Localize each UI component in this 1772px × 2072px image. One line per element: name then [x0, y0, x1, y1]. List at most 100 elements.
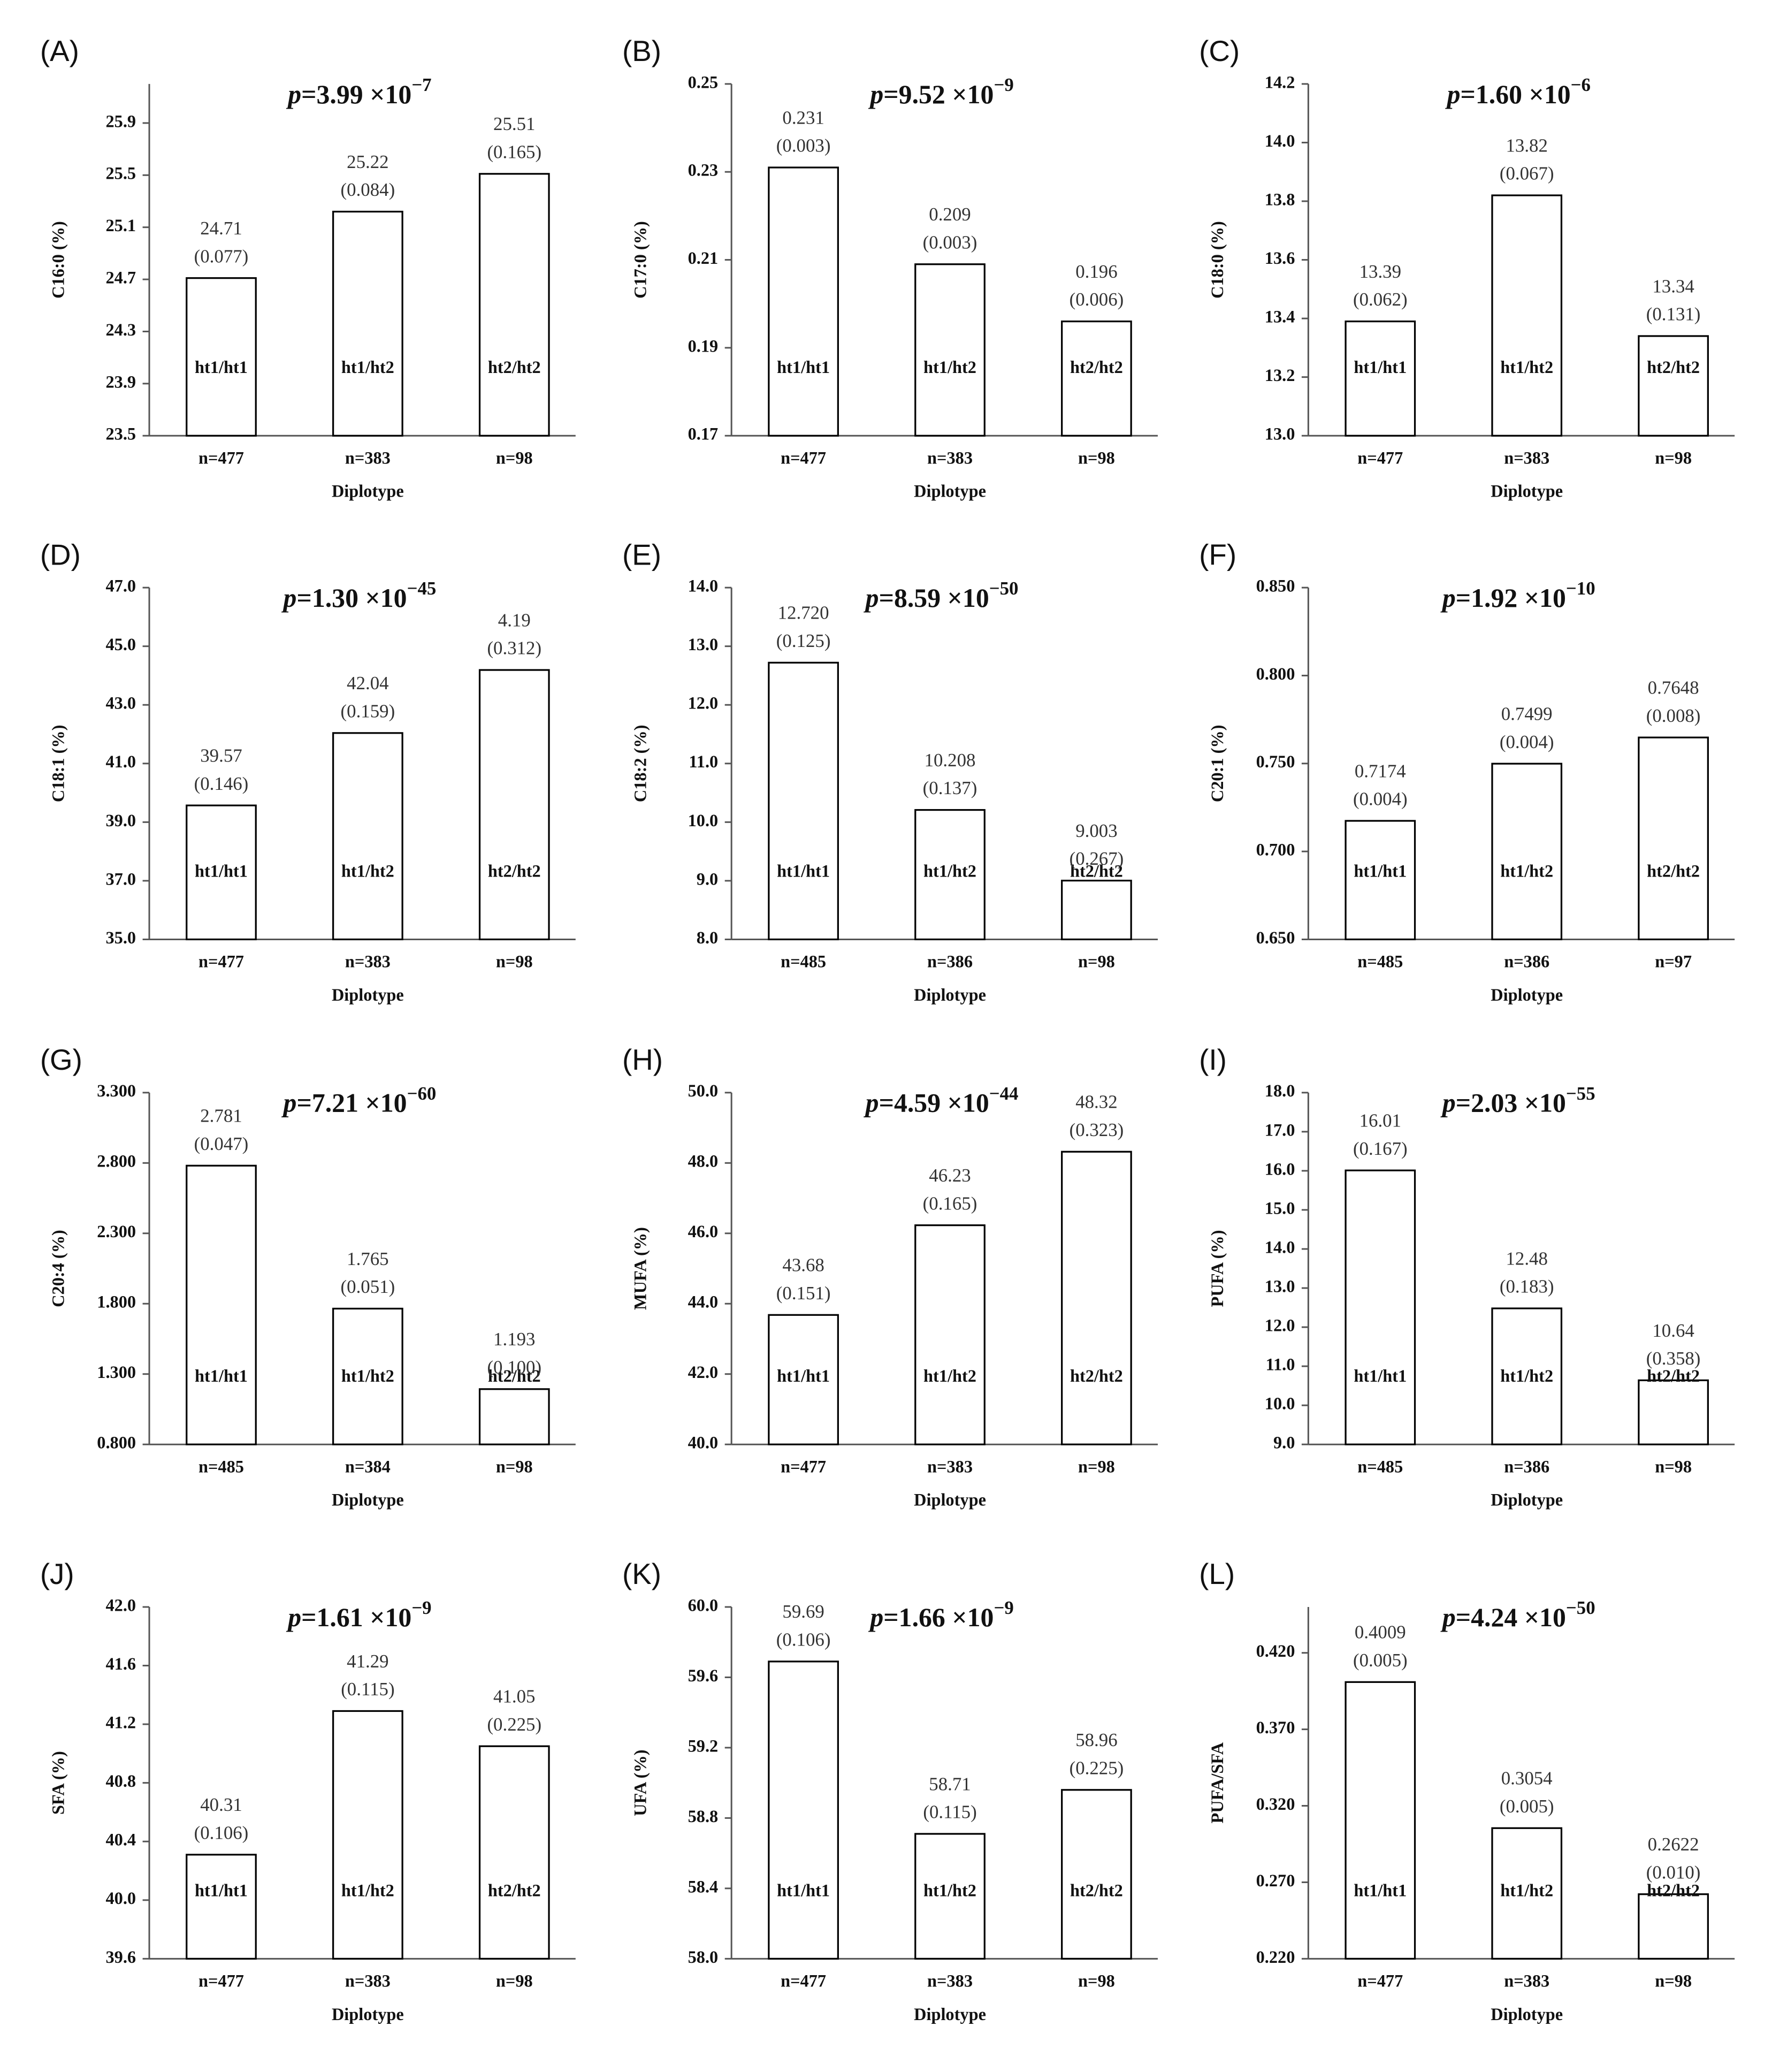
title-value: =3.99 ×10: [301, 80, 411, 109]
x-tick-label: n=98: [496, 1457, 533, 1476]
y-tick-label: 17.0: [1265, 1121, 1295, 1140]
title-p: p: [286, 1603, 301, 1632]
y-tick-label: 0.21: [688, 249, 719, 268]
value-label: 0.7648: [1648, 677, 1699, 698]
bar: [914, 263, 986, 437]
group-label: ht1/ht2: [923, 358, 976, 377]
bar: [1345, 1169, 1416, 1445]
x-tick-label: n=98: [1078, 953, 1115, 972]
x-tick-label: n=98: [1655, 1972, 1692, 1991]
bar: [1491, 1307, 1563, 1445]
x-axis-label: Diplotype: [332, 1491, 404, 1510]
value-label: 25.51: [493, 113, 535, 134]
panel-label: (L): [1199, 1557, 1235, 1590]
bar: [1491, 194, 1563, 437]
bar: [914, 809, 986, 941]
y-tick-label: 24.7: [105, 268, 136, 287]
y-tick-label: 40.0: [105, 1889, 136, 1908]
se-label: (0.159): [341, 700, 395, 721]
y-tick-label: 59.6: [688, 1666, 719, 1686]
title-p: p: [1440, 583, 1456, 613]
y-axis-label: C16:0 (%): [49, 221, 68, 299]
group-label: ht1/ht2: [1500, 358, 1553, 377]
y-tick-label: 0.370: [1256, 1718, 1295, 1738]
bar: [186, 1164, 257, 1445]
x-tick-label: n=485: [781, 953, 826, 972]
se-label: (0.100): [487, 1357, 541, 1378]
value-label: 43.68: [782, 1255, 824, 1276]
y-tick-label: 12.0: [688, 694, 719, 713]
y-tick-label: 58.0: [688, 1948, 719, 1967]
se-label: (0.167): [1353, 1138, 1408, 1159]
se-label: (0.125): [776, 630, 831, 651]
group-label: ht1/ht2: [341, 862, 394, 881]
y-tick-label: 9.0: [1273, 1434, 1295, 1453]
value-label: 0.231: [782, 107, 824, 128]
chart-title: p=7.21 ×10−60: [281, 1083, 437, 1118]
y-tick-label: 0.650: [1256, 928, 1295, 948]
x-tick-label: n=485: [198, 1457, 244, 1476]
value-label: 12.48: [1506, 1248, 1547, 1269]
y-tick-label: 48.0: [688, 1152, 719, 1171]
group-label: ht1/ht2: [1500, 1881, 1553, 1900]
y-tick-label: 43.0: [105, 694, 136, 713]
bar: [768, 166, 839, 437]
y-axis-label: UFA (%): [631, 1749, 651, 1816]
bar: [768, 1660, 839, 1960]
panel: (K) p=1.66 ×10−9 58.0 58.4 58.8 59.2 59.6 60.0 U…: [622, 1557, 1158, 2024]
y-tick-label: 23.5: [105, 425, 136, 444]
y-tick-label: 60.0: [688, 1596, 719, 1615]
group-label: ht2/ht2: [488, 862, 541, 881]
group-label: ht1/ht1: [195, 1367, 248, 1386]
group-label: ht1/ht2: [1500, 1367, 1553, 1386]
y-tick-label: 10.0: [688, 811, 719, 831]
se-label: (0.151): [776, 1283, 831, 1304]
chart-title: p=8.59 ×10−50: [864, 578, 1019, 613]
y-tick-label: 8.0: [697, 928, 718, 948]
bar: [332, 1710, 403, 1960]
se-label: (0.183): [1500, 1276, 1554, 1297]
panel: (D) p=1.30 ×10−45 35.0 37.0 39.0 41.0 43.0 45.0…: [40, 538, 576, 1005]
x-tick-label: n=383: [927, 448, 973, 468]
title-exponent: −9: [411, 1597, 431, 1618]
x-tick-label: n=383: [345, 1972, 391, 1991]
x-tick-label: n=98: [1655, 1457, 1692, 1476]
y-tick-label: 14.0: [688, 577, 719, 596]
y-axis-label: C20:4 (%): [49, 1230, 68, 1307]
x-axis-label: Diplotype: [332, 2005, 404, 2024]
x-tick-label: n=98: [1078, 448, 1115, 468]
se-label: (0.146): [194, 773, 249, 794]
panel-label: (D): [40, 538, 81, 571]
y-axis-label: PUFA/SFA: [1208, 1742, 1227, 1823]
y-tick-label: 39.6: [105, 1948, 136, 1967]
panel: (B) p=9.52 ×10−9 0.17 0.19 0.21 0.23 0.25 C17:0…: [622, 34, 1158, 501]
chart-title: p=1.61 ×10−9: [286, 1597, 431, 1632]
value-label: 0.7174: [1355, 760, 1406, 781]
group-label: ht1/ht1: [777, 1367, 830, 1386]
bar: [478, 1388, 550, 1445]
y-tick-label: 40.4: [105, 1831, 136, 1850]
y-axis-label: MUFA (%): [631, 1227, 651, 1310]
bar: [1638, 1893, 1709, 1960]
x-tick-label: n=98: [1655, 448, 1692, 468]
value-label: 0.7499: [1501, 703, 1553, 724]
y-tick-label: 25.5: [105, 164, 136, 184]
value-label: 13.82: [1506, 135, 1547, 156]
x-tick-label: n=383: [927, 1972, 973, 1991]
panel: (A) p=3.99 ×10−7 23.5 23.9 24.3 24.7 25.1 25.5 2…: [40, 34, 576, 501]
y-tick-label: 11.0: [1266, 1355, 1295, 1375]
x-axis-label: Diplotype: [914, 482, 986, 501]
se-label: (0.062): [1353, 289, 1408, 310]
y-tick-label: 24.3: [105, 321, 136, 340]
y-tick-label: 2.800: [97, 1152, 136, 1171]
bar: [1061, 879, 1132, 941]
chart-title: p=4.59 ×10−44: [864, 1083, 1019, 1118]
group-label: ht1/ht1: [195, 862, 248, 881]
y-tick-label: 0.19: [688, 337, 719, 356]
x-tick-label: n=386: [1504, 1457, 1549, 1476]
panel-label: (F): [1199, 538, 1236, 571]
y-tick-label: 0.800: [97, 1434, 136, 1453]
x-tick-label: n=384: [345, 1457, 391, 1476]
x-tick-label: n=383: [927, 1457, 973, 1476]
